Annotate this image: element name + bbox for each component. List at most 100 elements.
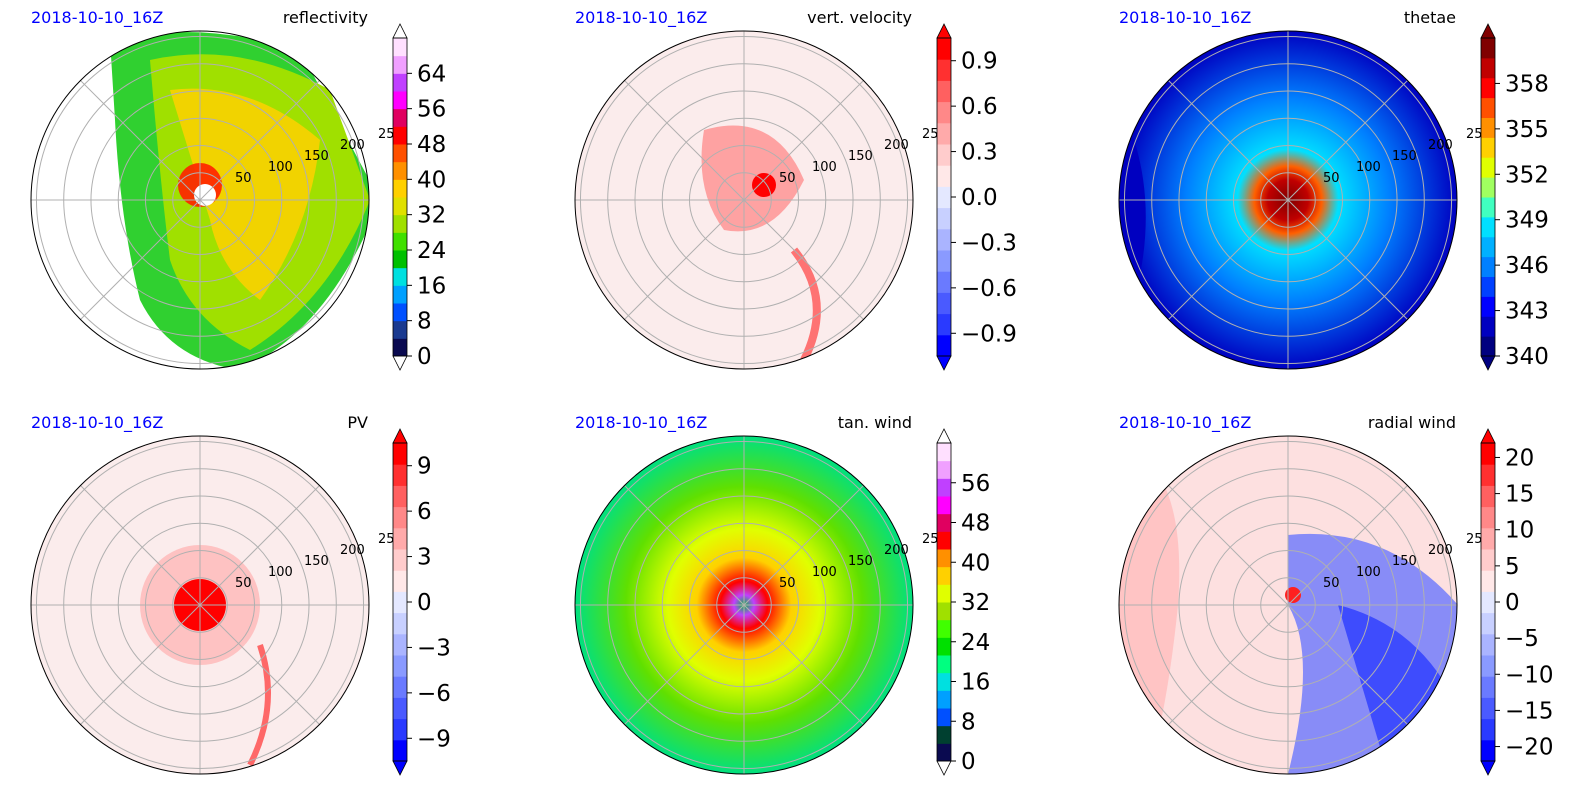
polar-frame — [1118, 30, 1458, 370]
colorbar-tick-label: −0.3 — [961, 230, 1017, 256]
colorbar-segment — [1481, 506, 1495, 529]
colorbar-tick-label: 56 — [961, 471, 990, 497]
colorbar-tick-label: 32 — [417, 203, 446, 229]
colorbar-segment — [1481, 549, 1495, 571]
colorbar-segment — [937, 228, 951, 251]
colorbar-segment — [393, 144, 407, 163]
colorbar-tick-label: 9 — [417, 454, 432, 480]
panel-date: 2018-10-10_16Z — [575, 8, 708, 27]
colorbar-tick-label: −5 — [1505, 626, 1539, 652]
colorbar-segment — [1481, 117, 1495, 138]
colorbar-segment — [393, 527, 407, 550]
colorbar-tick-label: −0.6 — [961, 276, 1017, 302]
colorbar-segment — [1481, 276, 1495, 297]
radius-label: 50 — [235, 576, 252, 591]
radius-label: 150 — [304, 554, 329, 569]
colorbar-segment — [1481, 739, 1495, 762]
updraft — [752, 173, 776, 197]
colorbar-segment — [937, 271, 951, 293]
colorbar: 340 343 346 349 352 355 358 — [1480, 23, 1549, 371]
colorbar-segment — [393, 612, 407, 635]
colorbar-segment — [393, 267, 407, 286]
polar-grid — [1119, 31, 1457, 369]
colorbar-segment — [1481, 570, 1495, 592]
colorbar: −0.9 −0.6 −0.3 0.0 0.3 0.6 0.9 — [936, 23, 1017, 371]
radius-label: 150 — [848, 554, 873, 569]
colorbar-segment — [393, 179, 407, 198]
panel-variable: radial wind — [1367, 413, 1456, 432]
colorbar-segment — [393, 320, 407, 339]
colorbar-tick-label: −20 — [1505, 735, 1554, 761]
colorbar-segment — [393, 443, 407, 465]
colorbar-tick-label: 8 — [417, 309, 432, 335]
polar-frame — [30, 30, 370, 370]
colorbar-segment — [393, 73, 407, 92]
colorbar-segment — [937, 743, 951, 762]
colorbar-tick-label: 340 — [1505, 344, 1549, 370]
colorbar-tick-label: 8 — [961, 709, 976, 735]
colorbar-segment — [393, 126, 407, 145]
colorbar: −20 −15 −10 −5 0 5 10 15 20 — [1480, 428, 1554, 776]
colorbar-tick-label: 20 — [1505, 445, 1534, 471]
colorbar-segment — [937, 80, 951, 103]
grid-spoke — [1168, 485, 1408, 725]
colorbar-segment — [937, 602, 951, 621]
colorbar-tick-label: 6 — [417, 499, 432, 525]
radius-label: 100 — [268, 565, 293, 580]
panel-pv: 50 100 150 200 250 −9 −6 −3 0 3 6 9 2018-10-10_16Z … — [0, 405, 525, 809]
colorbar-segment — [937, 584, 951, 603]
colorbar-segment — [937, 101, 951, 124]
panel-variable: PV — [347, 413, 368, 432]
colorbar-segment — [937, 725, 951, 744]
colorbar-tick-label: 0 — [1505, 590, 1520, 616]
colorbar-extend-low — [1480, 760, 1496, 776]
radius-label: 150 — [304, 149, 329, 164]
panel-reflectivity: 50 100 150 200 250 0 8 16 24 32 40 48 56 64 2018-10-1… — [0, 0, 525, 404]
panel-variable: thetae — [1403, 8, 1456, 27]
colorbar-extend-low — [936, 355, 952, 371]
colorbar-tick-label: 10 — [1505, 518, 1534, 544]
colorbar-segment — [937, 122, 951, 145]
colorbar-segment — [937, 38, 951, 60]
colorbar-segment — [393, 232, 407, 251]
colorbar-segment — [393, 91, 407, 110]
grid-spoke — [624, 80, 864, 320]
colorbar-segment — [393, 570, 407, 592]
panel-variable: vert. velocity — [807, 8, 912, 27]
colorbar-frame — [1480, 37, 1496, 357]
colorbar-extend-low — [392, 355, 408, 371]
eye-outflow — [1285, 587, 1301, 603]
colorbar-segment — [1481, 485, 1495, 508]
colorbar-extend-high — [1480, 428, 1496, 444]
colorbar-tick-label: 64 — [417, 61, 446, 87]
polar-frame — [574, 435, 914, 775]
colorbar-tick-label: 0.6 — [961, 94, 998, 120]
colorbar-tick-label: −15 — [1505, 698, 1554, 724]
colorbar-segment — [937, 292, 951, 315]
colorbar-extend-high — [1480, 23, 1496, 39]
colorbar-tick-label: −3 — [417, 635, 451, 661]
colorbar-segment — [937, 443, 951, 462]
colorbar-tick-label: 16 — [961, 670, 990, 696]
radius-label: 50 — [1323, 576, 1340, 591]
colorbar-tick-label: 0.9 — [961, 49, 998, 75]
polar-grid — [575, 436, 913, 774]
colorbar-segment — [393, 739, 407, 762]
colorbar-segment — [937, 619, 951, 638]
panel-variable: reflectivity — [282, 8, 368, 27]
colorbar-tick-label: 3 — [417, 545, 432, 571]
polar-grid — [31, 31, 369, 369]
colorbar-tick-label: 352 — [1505, 162, 1549, 188]
colorbar-segment — [1481, 296, 1495, 317]
radius-label: 100 — [268, 160, 293, 175]
colorbar-tick-label: −0.9 — [961, 321, 1017, 347]
colorbar-tick-label: −10 — [1505, 662, 1554, 688]
colorbar-tick-label: 48 — [961, 511, 990, 537]
colorbar-segment — [937, 186, 951, 209]
grid-spoke — [624, 485, 864, 725]
colorbar-segment — [1481, 697, 1495, 720]
colorbar-segment — [937, 549, 951, 568]
colorbar-segment — [1481, 57, 1495, 79]
colorbar-tick-label: 40 — [961, 550, 990, 576]
